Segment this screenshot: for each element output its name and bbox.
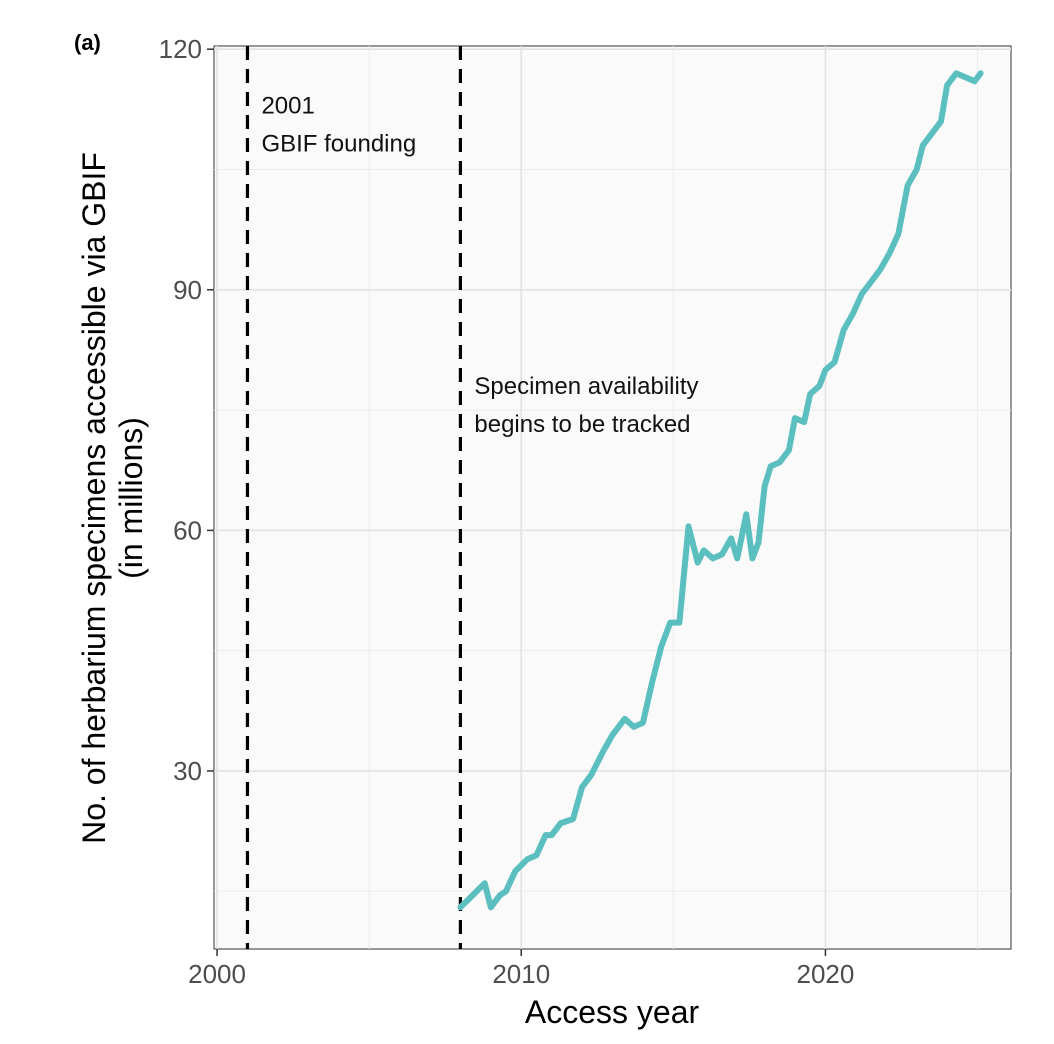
y-tick-label: 90	[173, 275, 202, 305]
series-lines	[457, 70, 984, 911]
x-tick-label: 2020	[797, 959, 855, 989]
y-axis-label: No. of herbarium specimens accessible vi…	[76, 152, 112, 844]
plot-panel	[213, 45, 1012, 950]
grid-lines	[214, 46, 1011, 949]
x-tick-label: 2000	[188, 959, 246, 989]
y-tick-label: 60	[173, 515, 202, 545]
panel-label: (a)	[74, 30, 101, 55]
reference-line-label-1: 2001 GBIF founding	[261, 92, 416, 157]
reference-line-label-line: 2001	[261, 92, 314, 119]
x-tick-label: 2010	[492, 959, 550, 989]
y-axis-ticks: 30 60 90 120	[159, 34, 214, 786]
reference-line-label-line: GBIF founding	[261, 130, 416, 157]
reference-lines: 2001 GBIF founding Specimen availability be…	[245, 46, 699, 949]
reference-line-label-line: Specimen availability	[474, 373, 698, 400]
y-tick-label: 120	[159, 34, 202, 64]
series-line-1	[457, 70, 984, 911]
x-axis-label: Access year	[525, 994, 700, 1030]
y-axis-label-units: (in millions)	[113, 417, 149, 579]
x-axis-ticks: 2000 2010 2020	[188, 949, 854, 989]
y-tick-label: 30	[173, 756, 202, 786]
reference-line-label-2: Specimen availability begins to be tracke…	[474, 373, 698, 438]
reference-line-label-line: begins to be tracked	[474, 411, 690, 438]
